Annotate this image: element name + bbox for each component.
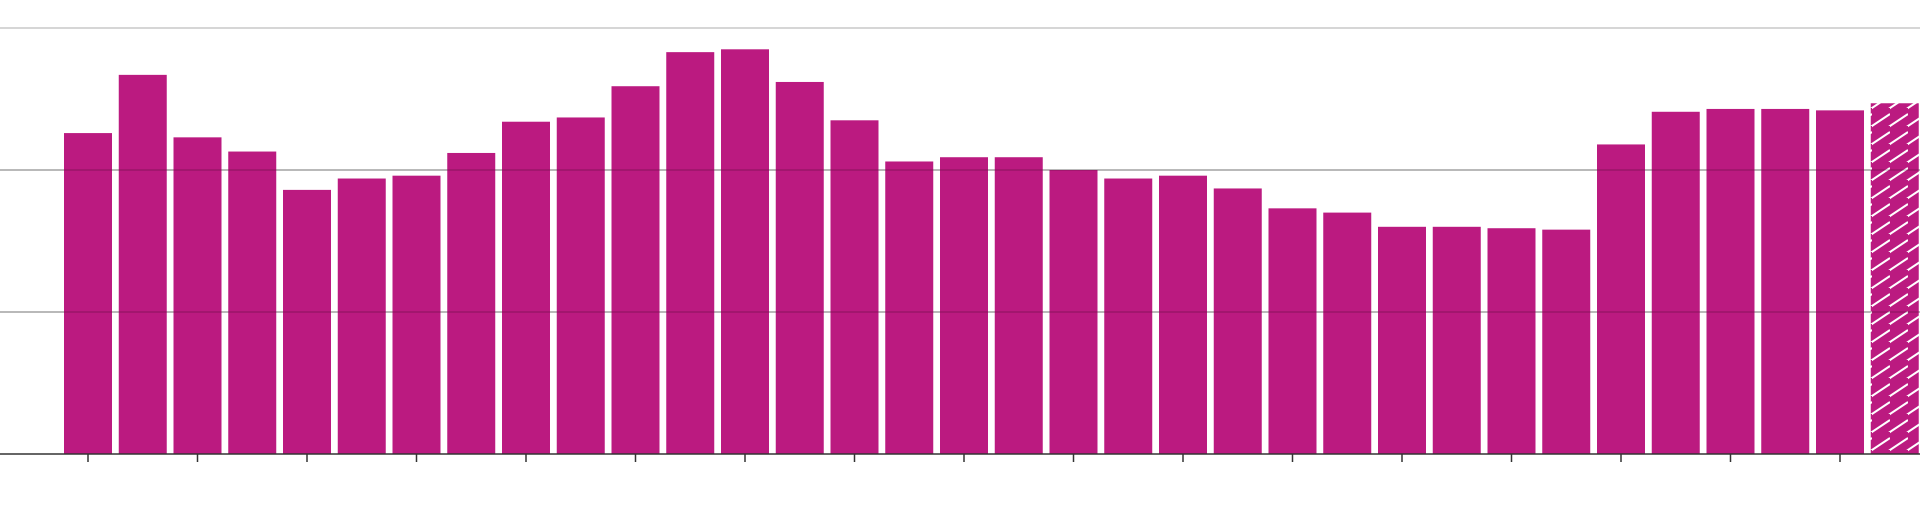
bar <box>721 49 769 455</box>
bars <box>0 49 1920 455</box>
bar <box>173 137 222 454</box>
bar <box>1816 110 1864 455</box>
bar <box>283 189 331 454</box>
bar <box>1487 228 1536 454</box>
bar <box>1049 170 1098 454</box>
bar <box>1268 208 1317 454</box>
bar <box>447 152 496 454</box>
bar <box>1761 108 1810 454</box>
bar <box>885 161 934 455</box>
bar <box>994 157 1043 454</box>
bar <box>1213 188 1262 454</box>
bar-hatched <box>1870 103 1919 454</box>
bar <box>1378 226 1426 454</box>
bar <box>1323 212 1372 454</box>
bar <box>1104 178 1153 454</box>
bar <box>502 121 550 454</box>
bar <box>1159 175 1207 454</box>
bar <box>1651 111 1700 454</box>
bar <box>775 81 824 455</box>
bar <box>1706 108 1755 454</box>
bar <box>1542 229 1591 454</box>
bar <box>337 178 386 454</box>
bar <box>830 120 879 455</box>
x-axis <box>0 453 1920 462</box>
bar <box>118 74 167 455</box>
bar <box>666 52 715 454</box>
bar <box>611 86 660 454</box>
bar <box>392 175 441 454</box>
bar <box>228 151 277 455</box>
bar <box>556 117 605 455</box>
bar <box>64 133 112 454</box>
bar <box>1597 144 1645 454</box>
bar <box>940 157 988 454</box>
bar <box>1432 226 1481 454</box>
